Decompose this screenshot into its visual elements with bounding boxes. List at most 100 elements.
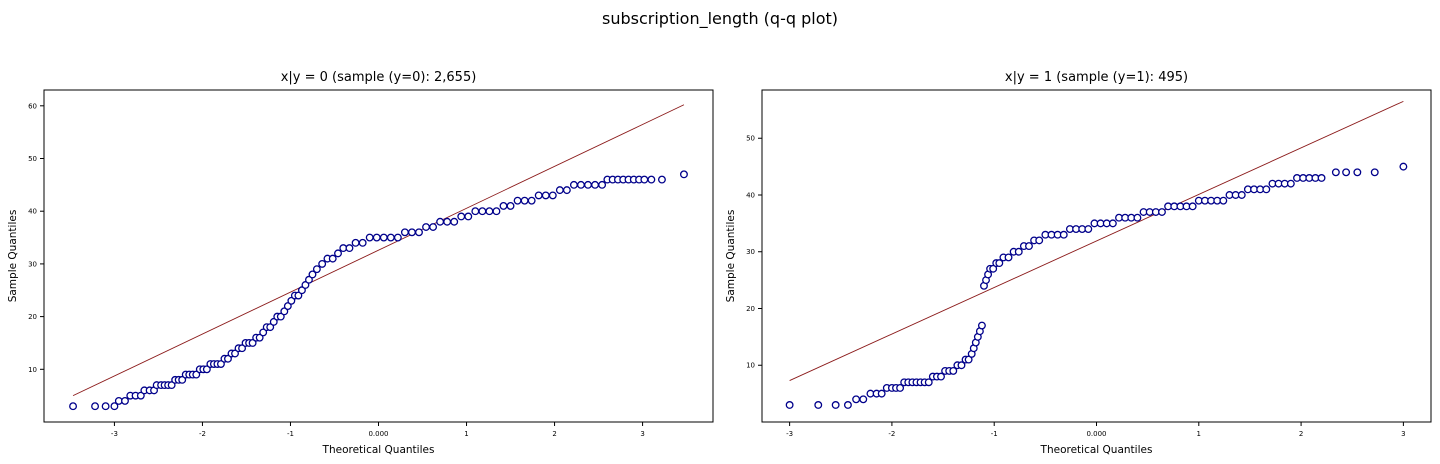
- x-tick-label: -2: [199, 430, 206, 438]
- qq-point: [266, 323, 275, 332]
- y-tick-label: 10: [746, 362, 755, 370]
- qq-point: [562, 186, 571, 195]
- qq-point: [471, 207, 480, 216]
- qq-point: [831, 401, 840, 409]
- y-axis-label: Sample Quantiles: [725, 210, 737, 303]
- qq-point: [91, 402, 100, 411]
- qq-point: [136, 391, 145, 400]
- qq-point: [859, 395, 868, 404]
- panel-title: x|y = 1 (sample (y=1): 495): [1005, 70, 1188, 85]
- qq-point: [513, 196, 522, 205]
- panel-title: x|y = 0 (sample (y=0): 2,655): [281, 70, 477, 85]
- qq-point: [202, 365, 211, 374]
- reference-line: [72, 104, 685, 397]
- qq-point: [429, 223, 438, 231]
- qq-point: [506, 201, 515, 210]
- y-tick-label: 40: [746, 191, 755, 199]
- qq-point: [1317, 174, 1326, 182]
- qq-point: [499, 201, 508, 210]
- qq-point: [178, 375, 187, 384]
- x-tick-label: 0.000: [1086, 430, 1106, 438]
- qq-point: [541, 191, 550, 200]
- qq-point: [216, 360, 225, 368]
- qq-point: [408, 228, 416, 237]
- qq-point: [192, 370, 201, 379]
- qq-point: [843, 401, 852, 409]
- qq-point: [238, 344, 247, 353]
- qq-point: [365, 233, 374, 242]
- qq-point: [297, 286, 306, 295]
- x-tick-label: 3: [640, 430, 644, 438]
- qq-point: [785, 401, 794, 409]
- qq-point: [657, 175, 666, 184]
- qq-point: [852, 395, 861, 404]
- qq-point: [464, 212, 473, 221]
- qq-point: [584, 180, 592, 189]
- qq-point: [680, 170, 688, 179]
- qq-point: [269, 317, 278, 326]
- y-axis-label: Sample Quantiles: [7, 210, 19, 303]
- x-tick-label: 0.000: [368, 430, 388, 438]
- y-tick-label: 30: [28, 260, 37, 268]
- qq-point: [492, 207, 501, 216]
- qq-point: [534, 191, 543, 200]
- x-tick-label: -2: [888, 430, 895, 438]
- x-tick-label: 1: [1197, 430, 1201, 438]
- qq-point: [478, 207, 487, 216]
- qq-point: [949, 366, 958, 375]
- qq-point: [1035, 236, 1044, 245]
- qq-point: [393, 233, 402, 242]
- qq-point: [276, 312, 285, 321]
- qq-point: [1004, 253, 1013, 262]
- qq-point: [301, 281, 310, 289]
- x-tick-label: 2: [552, 430, 556, 438]
- qq-point: [577, 180, 585, 189]
- qq-point: [1133, 213, 1142, 222]
- qq-point: [647, 175, 656, 184]
- qq-point: [569, 180, 578, 189]
- qq-point: [287, 296, 296, 305]
- qq-point: [640, 175, 649, 184]
- reference-line: [789, 100, 1404, 381]
- qq-point: [351, 238, 360, 247]
- qq-point: [1059, 230, 1068, 239]
- qq-point: [450, 217, 459, 226]
- y-tick-label: 30: [746, 248, 755, 256]
- qq-point: [379, 233, 388, 242]
- qq-panel-y1: x|y = 1 (sample (y=1): 495) -3 -2 -1 0.000 1 2…: [725, 70, 1432, 456]
- x-tick-label: 2: [1299, 430, 1303, 438]
- qq-point: [436, 217, 445, 226]
- qq-point: [1237, 191, 1246, 199]
- qq-point: [598, 180, 607, 189]
- qq-point: [1219, 196, 1228, 205]
- qq-point: [358, 238, 367, 247]
- qq-point: [415, 228, 423, 237]
- y-tick-label: 20: [746, 305, 755, 313]
- qq-point: [280, 307, 289, 316]
- y-tick-label: 40: [28, 208, 37, 216]
- axes-frame: [43, 89, 714, 423]
- qq-point: [1370, 168, 1379, 177]
- qq-point: [101, 402, 110, 411]
- qq-point: [372, 233, 381, 242]
- qq-point: [308, 270, 317, 279]
- qq-point: [1353, 168, 1362, 177]
- qq-point: [334, 249, 342, 258]
- qq-point: [1188, 202, 1197, 211]
- x-axis-label: Theoretical Quantiles: [322, 444, 435, 456]
- qq-point: [814, 401, 823, 409]
- qq-point: [422, 223, 430, 231]
- y-tick-label: 20: [28, 313, 37, 321]
- qq-point: [1158, 208, 1166, 216]
- qq-point: [443, 217, 452, 226]
- qq-point: [1025, 242, 1033, 251]
- qq-point: [312, 265, 321, 274]
- qq-point: [548, 191, 557, 200]
- qq-point: [1342, 168, 1351, 177]
- qq-point: [386, 233, 395, 242]
- qq-point: [527, 196, 536, 205]
- axes-frame: [761, 89, 1432, 423]
- qq-point: [977, 321, 986, 330]
- qq-point: [318, 259, 327, 268]
